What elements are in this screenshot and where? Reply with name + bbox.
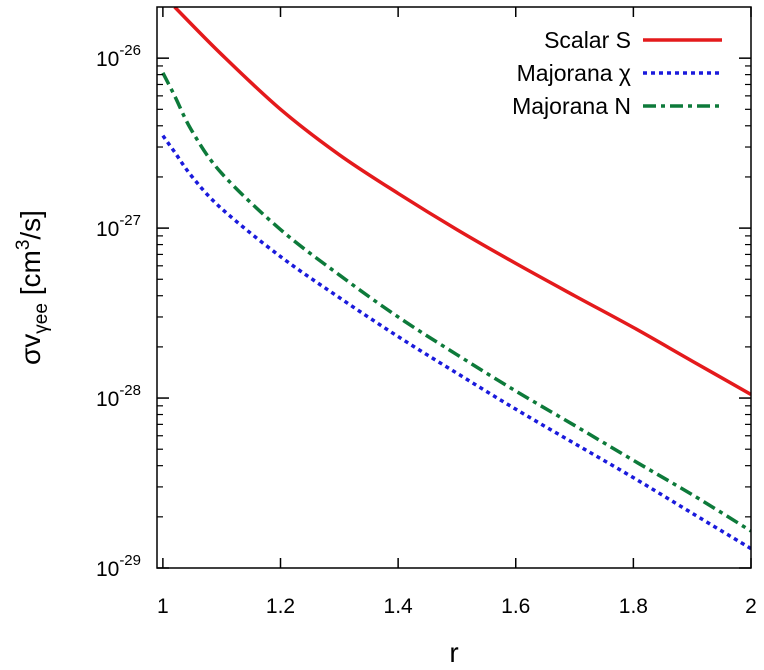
y-axis-label: σvγee [cm3/s] (13, 210, 52, 365)
x-tick-label-1: 1.2 (266, 595, 295, 618)
legend-label-0: Scalar S (544, 27, 631, 53)
axis-ticks (157, 7, 752, 569)
y-tick-label-exponent: -29 (119, 552, 141, 569)
y-tick-label-exponent: -26 (119, 42, 141, 59)
y-tick-label-base: 10 (96, 48, 119, 71)
x-tick-label-3: 1.6 (501, 595, 530, 618)
plot-curves (161, 7, 751, 551)
plot-frame (156, 6, 752, 569)
legend-label-1: Majorana χ (517, 60, 631, 86)
series-line-2 (161, 72, 751, 533)
y-tick-label-3: 10-29 (96, 552, 141, 581)
y-tick-label-0: 10-26 (96, 42, 141, 71)
y-axis-label-unit-power: 3 (13, 240, 34, 251)
y-tick-label-exponent: -28 (119, 382, 141, 399)
y-axis-label-subscript: γee (31, 303, 52, 334)
y-tick-label-base: 10 (96, 388, 119, 411)
x-tick-label-0: 1 (157, 595, 169, 618)
x-tick-labels: 1 1.2 1.4 1.6 1.8 2 (157, 595, 757, 618)
legend-label-2: Majorana N (512, 93, 631, 119)
y-tick-label-2: 10-28 (96, 382, 141, 411)
x-tick-label-5: 2 (745, 595, 757, 618)
y-axis-label-unit-open: [cm (15, 250, 46, 303)
x-tick-label-2: 1.4 (384, 595, 414, 618)
y-tick-label-base: 10 (96, 558, 119, 581)
y-axis-label-unit-close: /s] (15, 210, 46, 240)
x-axis-label: r (449, 637, 458, 668)
y-tick-label-1: 10-27 (96, 212, 141, 241)
series-line-0 (173, 7, 751, 396)
series-line-1 (161, 134, 751, 551)
x-tick-label-4: 1.8 (619, 595, 648, 618)
y-tick-label-base: 10 (96, 218, 119, 241)
y-axis-label-main: σv (15, 334, 46, 365)
legend: Scalar S Majorana χ Majorana N (512, 27, 722, 119)
y-tick-label-exponent: -27 (119, 212, 141, 229)
